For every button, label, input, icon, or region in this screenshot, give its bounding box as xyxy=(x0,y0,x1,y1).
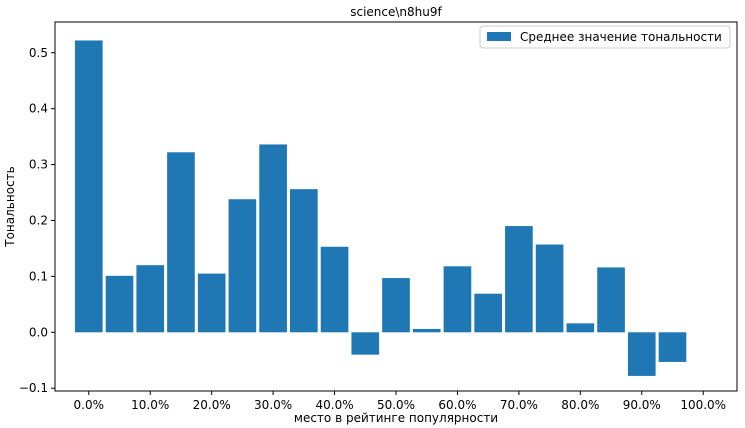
x-tick-label: 40.0% xyxy=(315,398,353,412)
bar xyxy=(382,278,410,333)
bar xyxy=(566,323,595,333)
bar xyxy=(658,332,687,362)
y-tick-label: 0.3 xyxy=(29,158,48,172)
bar xyxy=(443,266,472,333)
x-tick-label: 100.0% xyxy=(680,398,726,412)
bar xyxy=(290,189,318,333)
bar xyxy=(627,332,656,376)
chart-title: science\n8hu9f xyxy=(350,5,442,19)
bar xyxy=(197,273,226,333)
x-tick-label: 90.0% xyxy=(623,398,661,412)
bar xyxy=(259,144,287,333)
bar xyxy=(412,328,441,333)
bar xyxy=(74,40,103,333)
x-tick-label: 70.0% xyxy=(500,398,538,412)
bar xyxy=(505,226,533,333)
y-tick-label: 0.0 xyxy=(29,325,48,339)
y-tick-label: 0.1 xyxy=(29,269,48,283)
x-axis-label: место в рейтинге популярности xyxy=(294,411,498,425)
bar xyxy=(167,152,195,333)
bar xyxy=(597,267,625,333)
y-tick-label: 0.5 xyxy=(29,46,48,60)
x-tick-label: 20.0% xyxy=(193,398,231,412)
x-ticks: 0.0% 10.0% 20.0% 30.0% 40.0% 50.0% 60.0% 70.0% 8… xyxy=(74,391,726,412)
bar xyxy=(474,293,502,333)
x-tick-label: 50.0% xyxy=(377,398,415,412)
bar xyxy=(105,275,134,333)
x-tick-label: 80.0% xyxy=(561,398,599,412)
bar xyxy=(136,265,165,333)
x-tick-label: 0.0% xyxy=(74,398,105,412)
x-tick-label: 30.0% xyxy=(254,398,292,412)
legend-box xyxy=(479,25,731,49)
legend-label: Среднее значение тональности xyxy=(520,30,722,44)
bar xyxy=(228,199,257,333)
legend: Среднее значение тональности xyxy=(479,25,731,49)
y-ticks: −0.1 0.0 0.1 0.2 0.3 0.4 0.5 xyxy=(19,46,55,395)
bar xyxy=(535,244,564,333)
y-tick-label: 0.2 xyxy=(29,213,48,227)
bar xyxy=(351,332,380,355)
bar xyxy=(320,246,349,333)
legend-swatch xyxy=(487,32,511,41)
y-axis-label: Тональность xyxy=(3,166,17,247)
bars-group xyxy=(74,40,687,376)
x-tick-label: 60.0% xyxy=(438,398,476,412)
x-tick-label: 10.0% xyxy=(131,398,169,412)
y-tick-label: −0.1 xyxy=(19,381,48,395)
y-tick-label: 0.4 xyxy=(29,102,48,116)
